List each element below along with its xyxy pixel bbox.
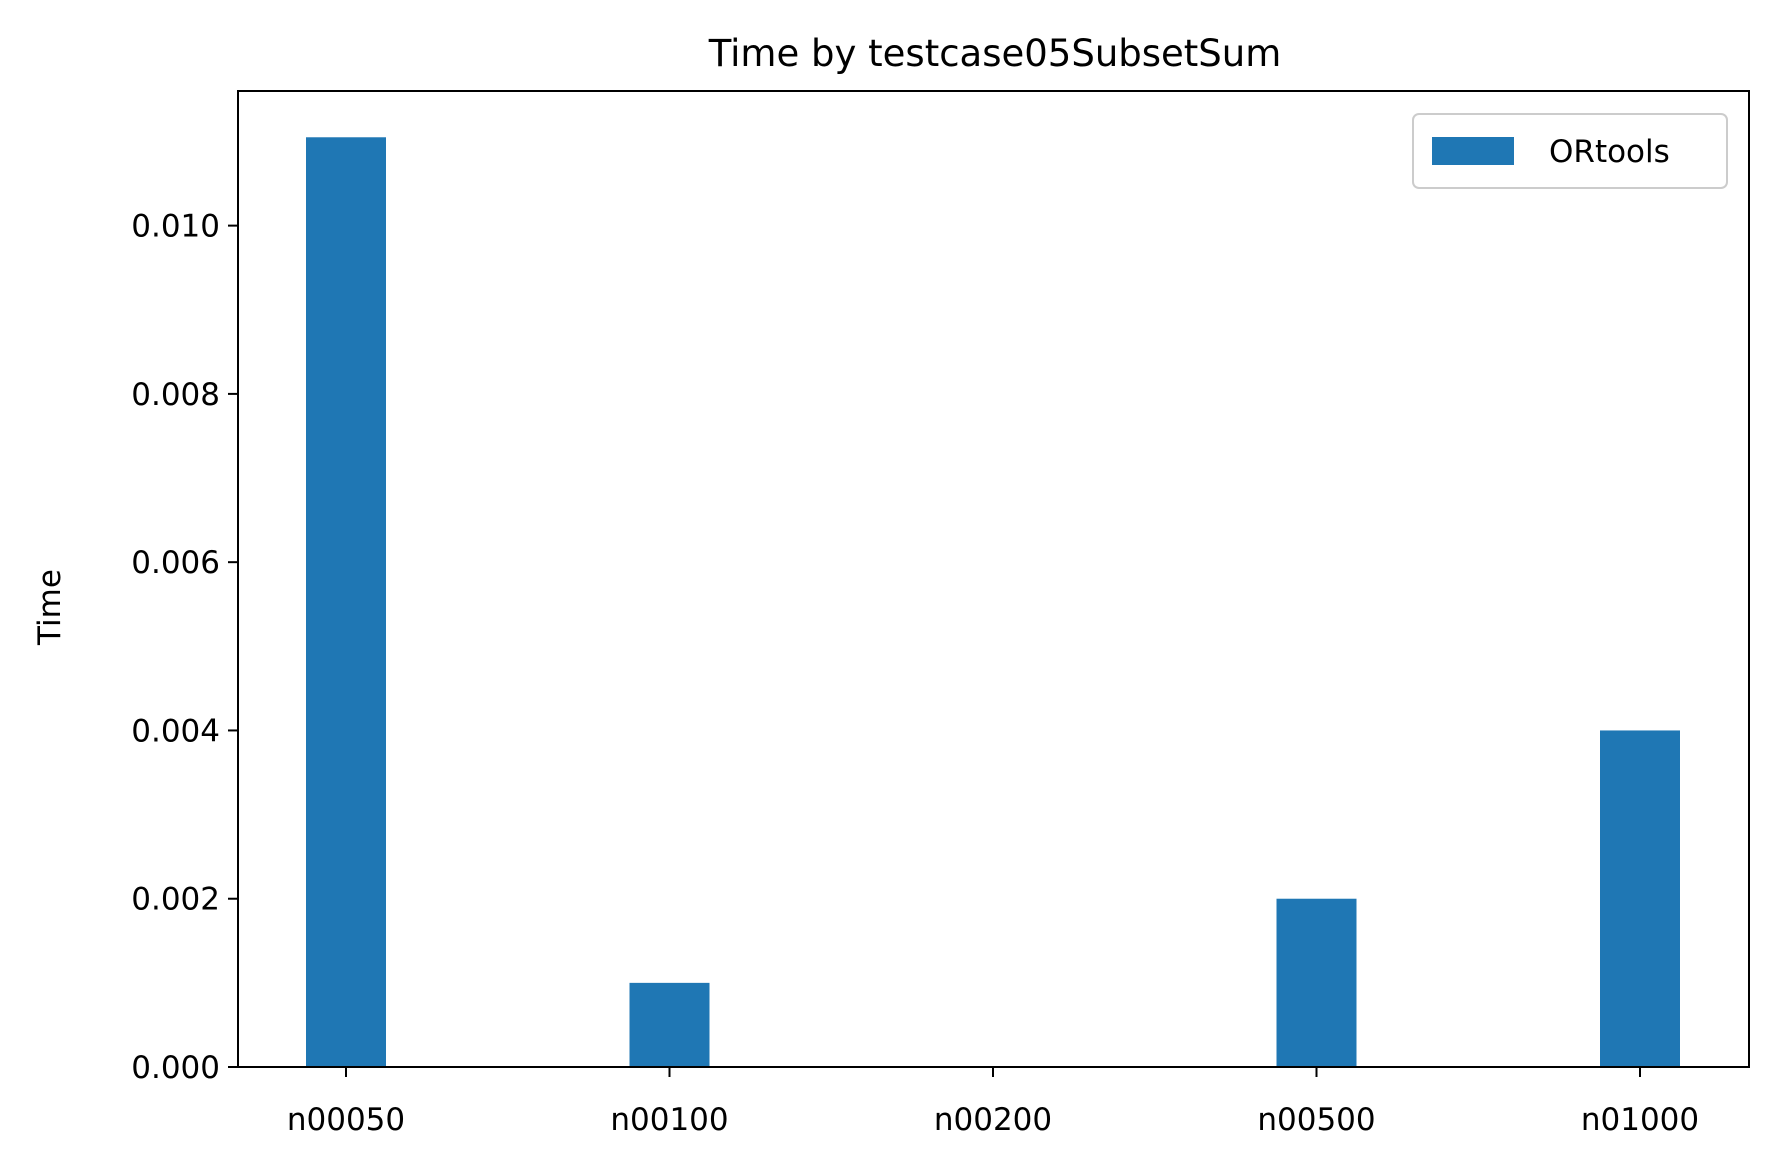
y-tick-label: 0.008 (131, 377, 220, 413)
y-tick-label: 0.000 (131, 1050, 220, 1086)
legend-box (1412, 113, 1728, 189)
x-tick-label: n01000 (1581, 1102, 1699, 1138)
y-tick-label: 0.006 (131, 545, 220, 581)
bar-n00100 (629, 982, 710, 1067)
legend-label-ortools: ORtools (1549, 134, 1670, 170)
x-tick-label: n00100 (610, 1102, 728, 1138)
bar-n00500 (1276, 898, 1357, 1067)
x-tick-label: n00200 (934, 1102, 1052, 1138)
y-tick-label: 0.004 (131, 713, 220, 749)
x-axis-ticks: n00050 n00100 n00200 n00500 n01000 (287, 1067, 1699, 1138)
legend-swatch-ortools (1432, 137, 1514, 165)
bars-layer (306, 137, 1680, 1067)
legend: ORtools (1412, 113, 1728, 189)
y-axis-ticks: 0.000 0.002 0.004 0.006 0.008 0.010 (131, 209, 238, 1086)
y-axis-label: Time (32, 569, 68, 646)
y-tick-label: 0.002 (131, 882, 220, 918)
y-tick-label: 0.010 (131, 209, 220, 245)
chart-title: Time by testcase05SubsetSum (708, 32, 1282, 75)
x-tick-label: n00050 (287, 1102, 405, 1138)
bar-n00050 (306, 137, 386, 1067)
plot-frame (237, 90, 1750, 1068)
x-tick-label: n00500 (1257, 1102, 1375, 1138)
bar-n01000 (1600, 730, 1680, 1067)
